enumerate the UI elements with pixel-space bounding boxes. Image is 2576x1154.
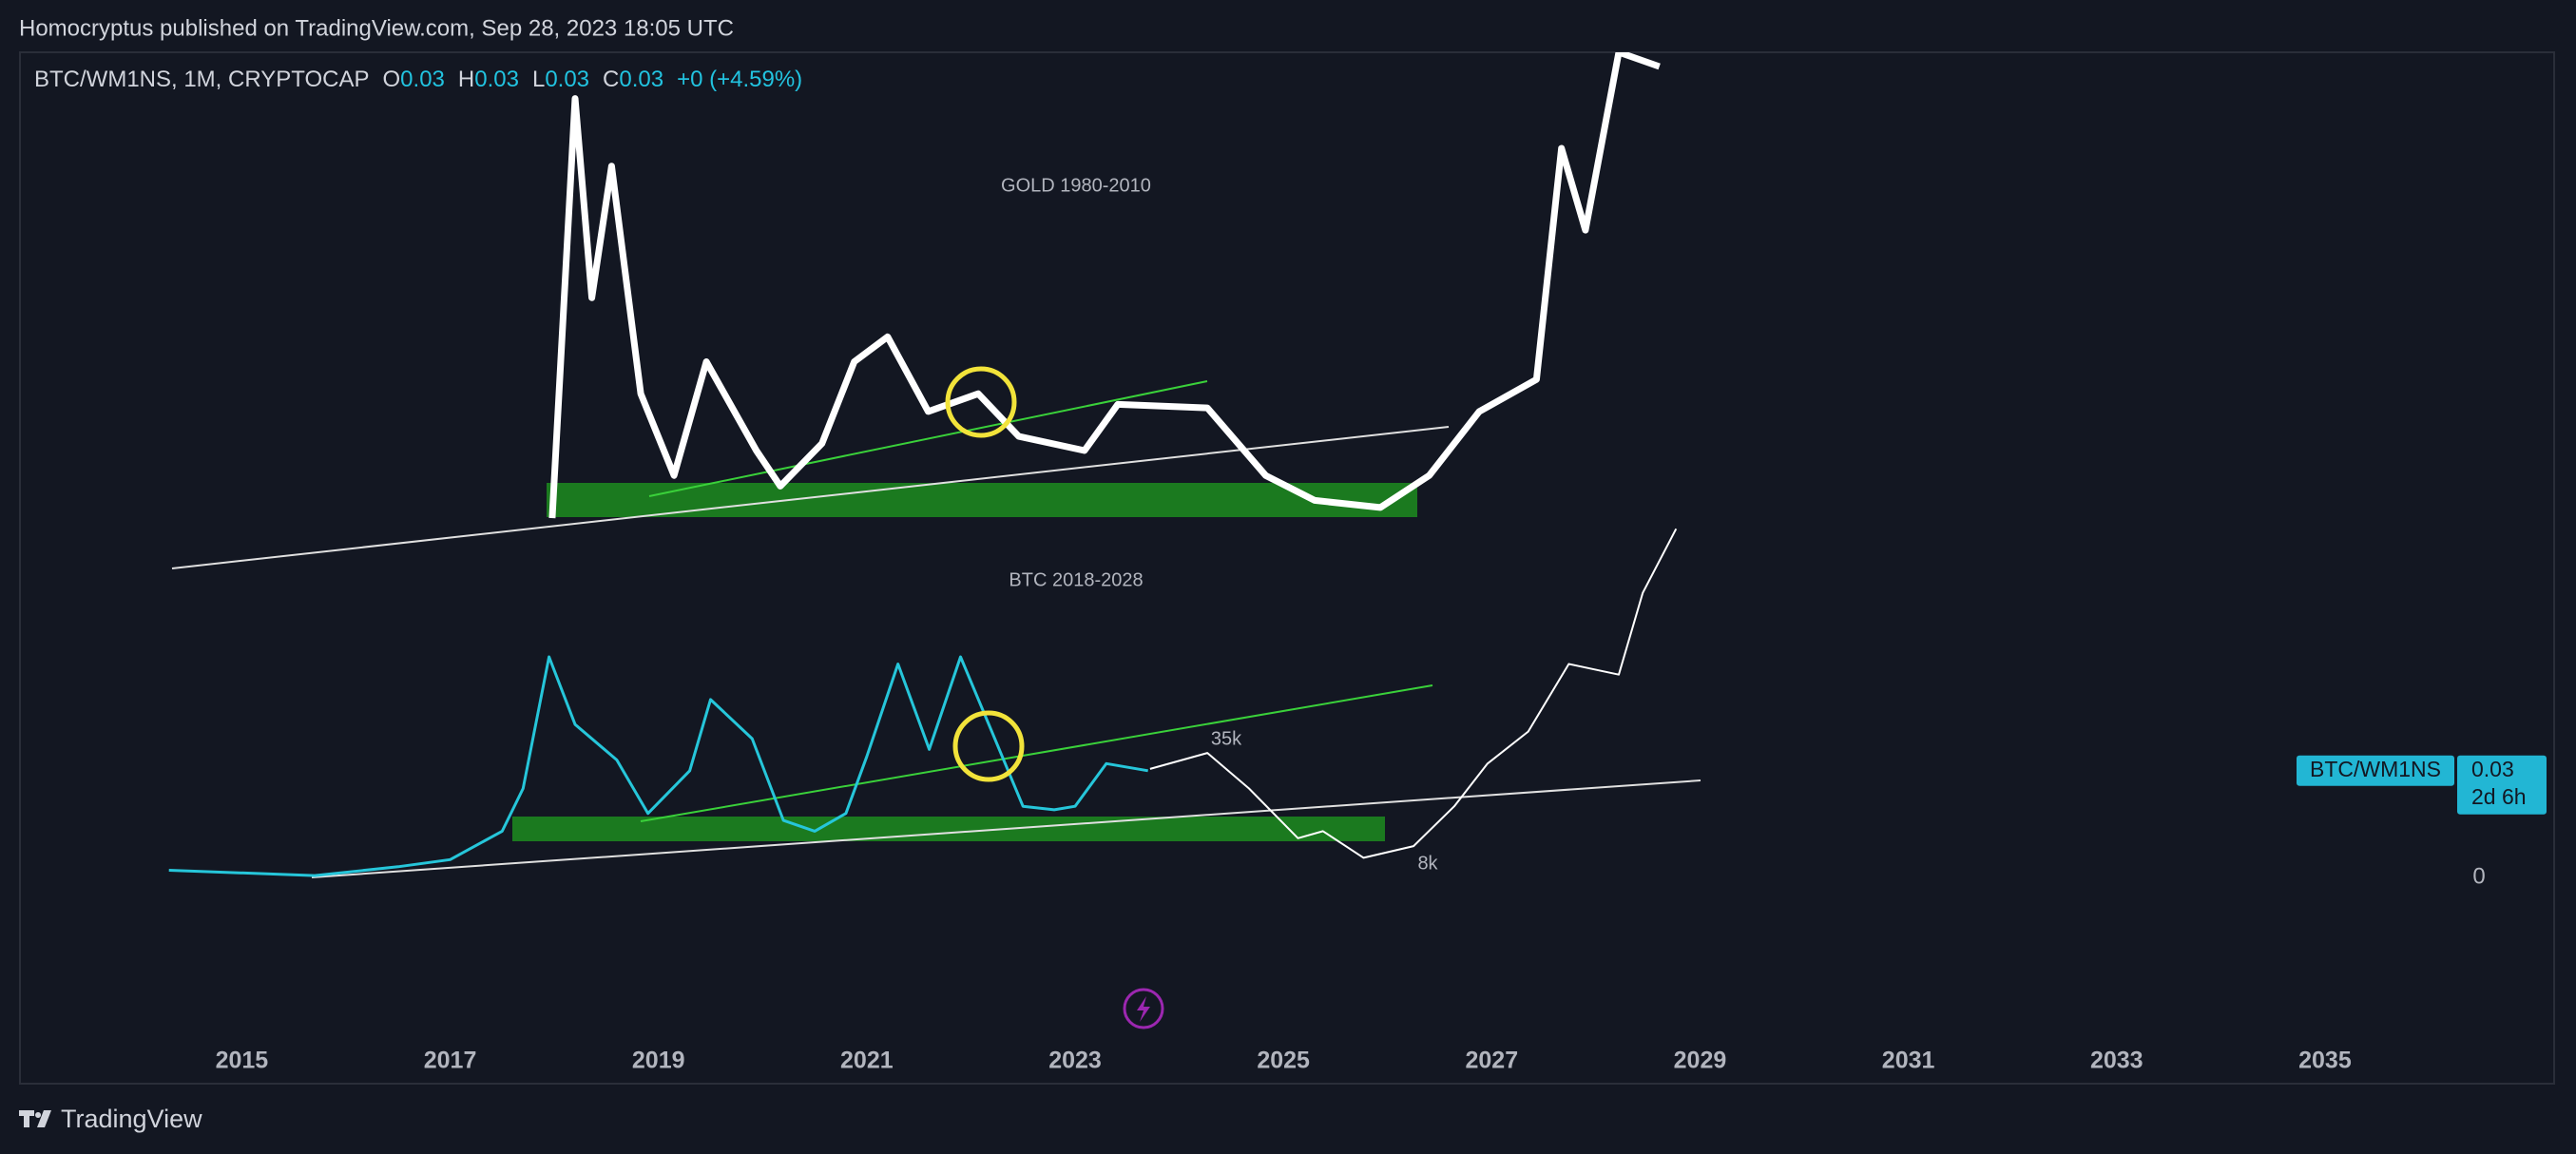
price-label-name: BTC/WM1NS [2310, 757, 2441, 781]
x-tick-label: 2029 [1674, 1048, 1727, 1074]
x-tick-label: 2015 [216, 1048, 269, 1074]
price-label-name-box [2297, 755, 2454, 786]
legend-symbol: BTC/WM1NS, 1M, CRYPTOCAP [34, 67, 370, 92]
highlight-circle [945, 366, 1017, 438]
tradingview-logo: TradingView [19, 1105, 202, 1133]
series-line [168, 655, 1148, 877]
legend-value: 0.03 [474, 67, 519, 92]
price-label-countdown: 2d 6h [2471, 784, 2527, 809]
legend-value: 0.03 [545, 67, 589, 92]
annotation: 35k [1211, 728, 1242, 749]
y-tick-label: 0 [2472, 863, 2485, 889]
channel-line [648, 380, 1208, 497]
publish-info: Homocryptus published on TradingView.com… [19, 15, 734, 41]
x-tick-label: 2035 [2298, 1048, 2352, 1074]
trend-line [311, 779, 1701, 878]
support-zone [512, 817, 1385, 841]
highlights [945, 366, 1164, 1029]
highlight-circle [952, 710, 1025, 782]
lightning-bolt [1137, 996, 1150, 1022]
legend-change: +0 (+4.59%) [677, 67, 802, 92]
legend-value: 0.03 [619, 67, 663, 92]
trend-line [171, 426, 1450, 569]
series-line [1149, 528, 1678, 859]
chart-panel [19, 51, 2555, 1085]
annotation: 8k [1417, 853, 1438, 874]
x-tick-label: 2021 [840, 1048, 894, 1074]
channel-line [640, 684, 1433, 822]
logo-mark [19, 1110, 51, 1127]
price-label-value: 0.03 [2471, 757, 2514, 781]
lightning-icon[interactable] [1123, 988, 1164, 1029]
legend: BTC/WM1NS, 1M, CRYPTOCAP O0.03 H0.03 L0.03 C… [34, 67, 802, 92]
x-tick-label: 2025 [1257, 1048, 1310, 1074]
brand: TradingView [61, 1105, 202, 1133]
series-line [548, 52, 1661, 519]
price-label-value-box [2457, 755, 2547, 815]
x-tick-label: 2033 [2090, 1048, 2143, 1074]
x-tick-label: 2027 [1466, 1048, 1519, 1074]
legend-o: O [383, 67, 401, 92]
annotation: GOLD 1980-2010 [1001, 175, 1151, 196]
drawings [171, 380, 1701, 878]
legend-value: 0.03 [400, 67, 445, 92]
legend-h: H [458, 67, 474, 92]
legend-l: L [532, 67, 545, 92]
legend-c: C [603, 67, 619, 92]
x-tick-label: 2017 [424, 1048, 477, 1074]
x-tick-label: 2019 [632, 1048, 685, 1074]
series-layer [168, 52, 1678, 877]
x-tick-label: 2031 [1882, 1048, 1935, 1074]
x-tick-label: 2023 [1048, 1048, 1102, 1074]
annotation: BTC 2018-2028 [1009, 569, 1143, 590]
